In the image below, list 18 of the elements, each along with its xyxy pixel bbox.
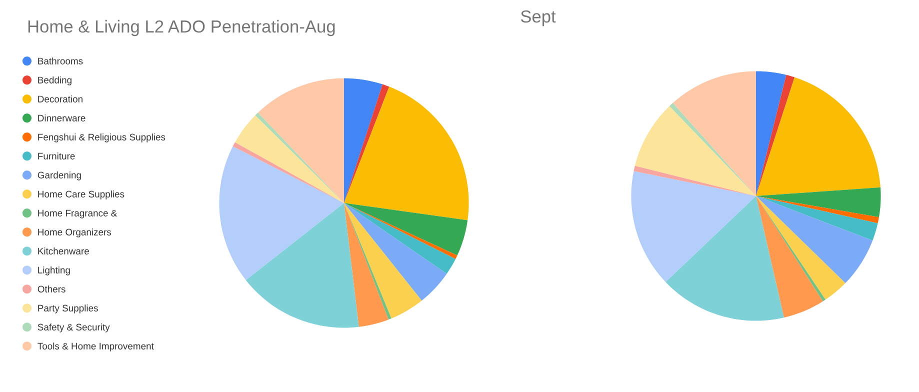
legend-label: Home Care Supplies [38,190,124,200]
legend-label: Decoration [38,96,82,102]
chart-title: Home & Living L2 ADO Penetration-Aug [28,20,335,36]
legend-label: Others [38,286,66,292]
legend-label: Fengshui & Religious Supplies [38,134,166,142]
legend-label: Gardening [38,172,81,180]
legend-label: Kitchenware [38,248,89,254]
legend-label: Tools & Home Improvement [38,342,154,352]
legend-label: Furniture [38,152,75,160]
legend-label: Safety & Security [38,324,110,332]
legend-label: Bathrooms [38,58,83,64]
legend-label: Home Fragrance & [38,210,118,218]
legend-label: Party Supplies [38,304,98,314]
chart-title: Sept [520,10,556,26]
legend-label: Lighting [38,266,70,276]
legend-label: Dinnerware [38,114,86,122]
legend-label: Bedding [38,76,72,86]
legend-label: Home Organizers [38,228,112,238]
